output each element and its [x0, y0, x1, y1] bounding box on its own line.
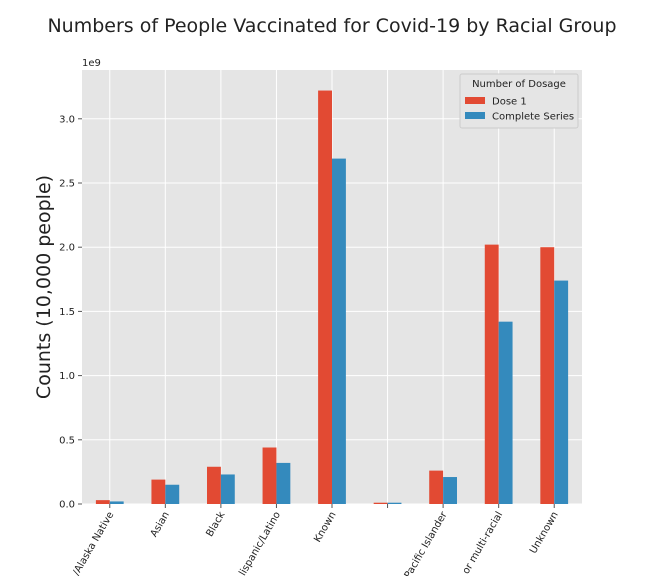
x-tick-label: Asian	[149, 510, 172, 539]
legend-label: Dose 1	[492, 97, 527, 108]
bar	[165, 484, 180, 504]
legend-swatch	[465, 97, 485, 104]
y-tick-label: 3.0	[59, 114, 75, 125]
legend-label: Complete Series	[492, 112, 574, 123]
x-tick-label: Pacific Islander	[403, 509, 450, 576]
bar	[373, 502, 388, 504]
x-tick-label: Known	[312, 510, 338, 545]
bar	[484, 244, 499, 505]
bar	[220, 474, 235, 504]
chart-title: Numbers of People Vaccinated for Covid-1…	[47, 15, 616, 37]
x-tick-label: lispanic/Latino	[237, 510, 283, 576]
y-axis-label: Counts (10,000 people)	[33, 175, 55, 399]
bar	[387, 502, 402, 504]
bar	[443, 477, 457, 504]
legend: Number of Dosage Dose 1 Complete Series	[459, 73, 579, 129]
bar	[151, 479, 166, 504]
bar	[429, 470, 444, 504]
bar	[109, 501, 124, 504]
y-tick-label: 1.0	[59, 371, 75, 382]
bar	[207, 466, 221, 504]
y-tick-label: 2.5	[59, 178, 75, 189]
bar	[332, 158, 346, 504]
y-tick-label: 0.5	[59, 435, 75, 446]
bars	[95, 90, 569, 505]
y-tick-label: 1.5	[59, 307, 75, 318]
y-offset-label: 1e9	[82, 58, 101, 69]
x-tick-label: /Alaska Native	[71, 510, 116, 576]
y-tick-label: 0.0	[59, 500, 75, 511]
bar	[318, 90, 332, 505]
x-tick-label: Unknown	[528, 510, 561, 556]
bar	[95, 500, 110, 504]
legend-title: Number of Dosage	[472, 79, 566, 90]
bar	[554, 280, 569, 504]
bar	[498, 321, 513, 504]
legend-swatch	[465, 112, 485, 119]
x-tick-label: Black	[204, 510, 227, 539]
y-tick-label: 2.0	[59, 243, 75, 254]
bar	[540, 247, 555, 505]
bar	[262, 447, 277, 504]
legend-box	[459, 73, 579, 129]
bar	[276, 462, 291, 504]
x-tick-label: or multi-racial	[461, 510, 506, 576]
